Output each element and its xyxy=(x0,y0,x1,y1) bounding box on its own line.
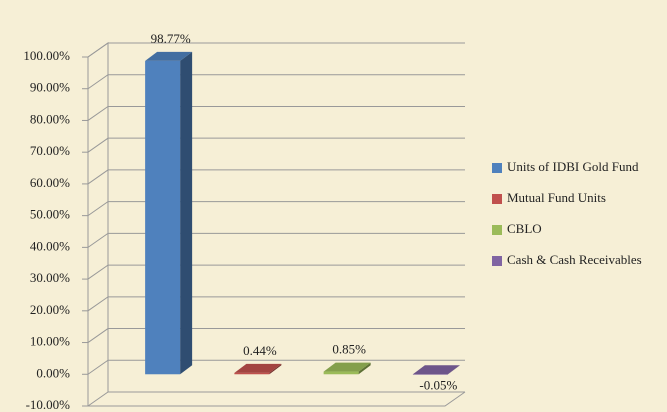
bar-top xyxy=(145,51,193,61)
y-tick-label: 0.00% xyxy=(36,365,70,380)
y-tick-label: 90.00% xyxy=(30,80,70,95)
legend-swatch xyxy=(492,163,502,173)
legend-label: Units of IDBI Gold Fund xyxy=(507,159,639,174)
bar xyxy=(323,371,359,375)
y-tick-label: -10.00% xyxy=(26,397,71,412)
y-tick-label: 20.00% xyxy=(30,302,70,317)
bar-top xyxy=(323,362,371,372)
grid-line xyxy=(87,359,465,375)
y-tick-label: 50.00% xyxy=(30,207,70,222)
bar-top xyxy=(412,365,460,375)
bar xyxy=(412,374,448,375)
legend-swatch xyxy=(492,194,502,204)
bar xyxy=(234,372,270,375)
grid-line xyxy=(87,264,465,280)
legend-swatch xyxy=(492,256,502,266)
grid-line xyxy=(87,201,465,217)
grid-line xyxy=(87,105,465,121)
grid-line xyxy=(87,232,465,248)
legend-swatch xyxy=(492,225,502,235)
y-tick-label: 70.00% xyxy=(30,143,70,158)
bar-top xyxy=(234,363,282,373)
bar xyxy=(145,60,181,375)
bar-side xyxy=(269,363,282,375)
legend-label: CBLO xyxy=(507,221,542,236)
grid-line xyxy=(87,169,465,185)
bar-side xyxy=(447,365,460,375)
y-tick-label: 80.00% xyxy=(30,111,70,126)
data-label: 98.77% xyxy=(151,31,191,46)
bar-side xyxy=(180,51,193,375)
grid-line xyxy=(87,42,465,58)
y-tick-label: 40.00% xyxy=(30,238,70,253)
grid-line xyxy=(87,328,465,343)
floor xyxy=(88,391,466,407)
data-label: 0.85% xyxy=(332,342,366,357)
data-label: 0.44% xyxy=(243,343,277,358)
axis-wall xyxy=(87,42,109,406)
grid-line xyxy=(87,74,465,90)
legend-label: Mutual Fund Units xyxy=(507,190,606,205)
bar-side xyxy=(358,362,371,375)
y-tick-label: 10.00% xyxy=(30,334,70,349)
legend-label: Cash & Cash Receivables xyxy=(507,252,642,267)
data-label: -0.05% xyxy=(419,377,457,392)
y-tick-label: 100.00% xyxy=(23,48,70,63)
grid-line xyxy=(87,296,465,312)
y-tick-label: 30.00% xyxy=(30,270,70,285)
y-tick-label: 60.00% xyxy=(30,175,70,190)
grid-line xyxy=(87,137,465,153)
grid-line xyxy=(87,391,465,407)
